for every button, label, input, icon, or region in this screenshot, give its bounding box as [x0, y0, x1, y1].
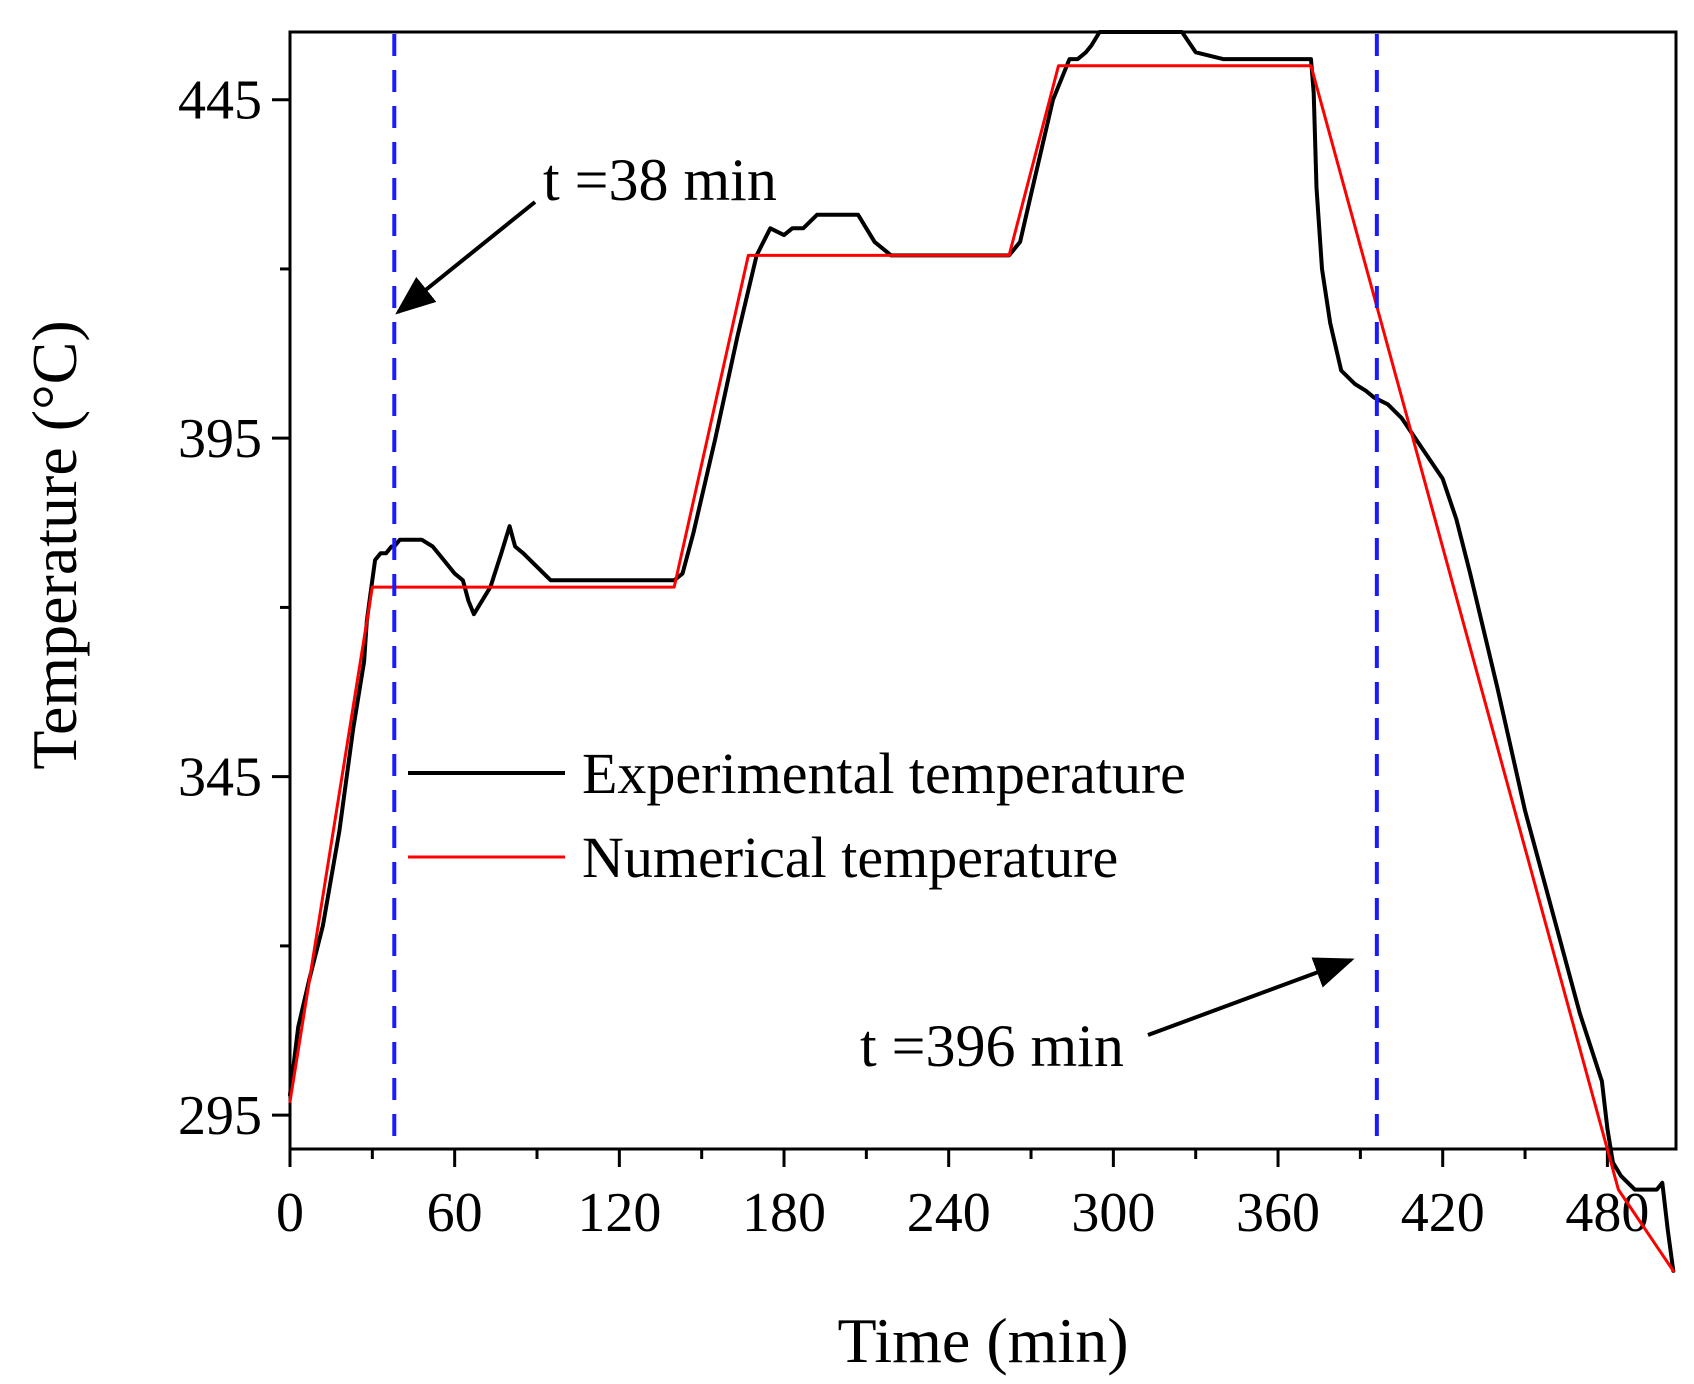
series-line-numerical	[288, 64, 1675, 1273]
x-tick-label: 360	[1236, 1182, 1320, 1244]
y-tick-label: 445	[178, 70, 262, 132]
x-tick-label: 180	[742, 1182, 826, 1244]
legend: Experimental temperature Numerical tempe…	[408, 741, 1186, 890]
y-axis-title: Temperature (°C)	[19, 320, 90, 769]
x-tick-label: 0	[276, 1182, 304, 1244]
plot-frame	[288, 30, 1678, 1151]
annotation-arrow	[395, 200, 537, 315]
x-tick-label: 60	[427, 1182, 483, 1244]
legend-label-experimental: Experimental temperature	[582, 741, 1186, 806]
annotation-label: t =38 min	[543, 147, 777, 213]
x-tick-label: 420	[1401, 1182, 1485, 1244]
x-tick-label: 120	[577, 1182, 661, 1244]
y-tick-label: 295	[178, 1085, 262, 1147]
y-tick-label: 395	[178, 408, 262, 470]
y-tick-label: 345	[178, 747, 262, 809]
annotation-arrow	[1147, 957, 1355, 1037]
series-line-experimental	[288, 30, 1676, 1273]
legend-label-numerical: Numerical temperature	[582, 825, 1118, 890]
x-tick-label: 300	[1071, 1182, 1155, 1244]
annotation-label: t =396 min	[860, 1013, 1124, 1079]
x-axis-title: Time (min)	[838, 1305, 1129, 1376]
x-tick-label: 240	[907, 1182, 991, 1244]
